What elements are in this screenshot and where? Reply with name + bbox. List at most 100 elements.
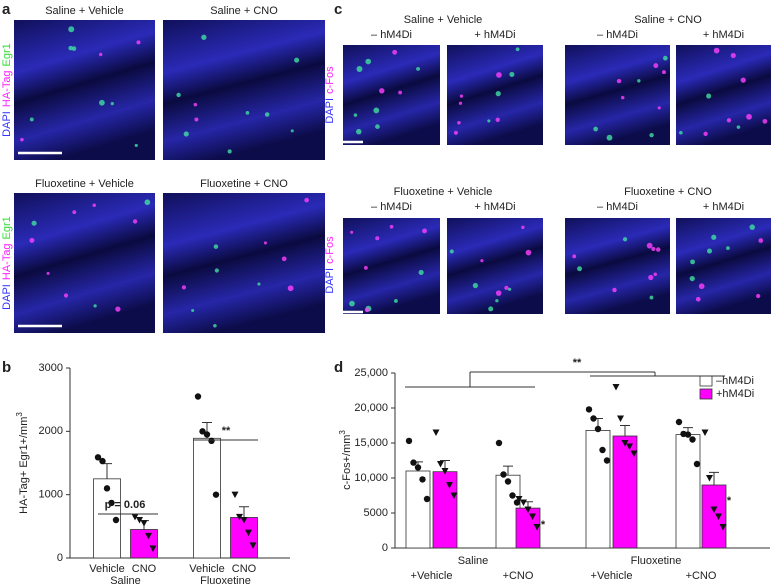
stain-name: c-Fos bbox=[324, 236, 336, 264]
cell bbox=[495, 91, 501, 97]
cell bbox=[99, 52, 103, 57]
image-title: Saline + CNO bbox=[210, 5, 278, 17]
cell bbox=[214, 268, 219, 273]
data-point bbox=[249, 542, 257, 549]
data-point bbox=[617, 415, 624, 422]
cell bbox=[449, 249, 454, 254]
data-point bbox=[231, 491, 239, 499]
cell bbox=[689, 275, 695, 282]
data-point bbox=[529, 513, 536, 520]
cell bbox=[655, 247, 661, 252]
cell bbox=[304, 197, 310, 203]
stain-name: Egr1 bbox=[1, 216, 13, 239]
cell bbox=[389, 224, 394, 229]
micrograph bbox=[343, 218, 440, 314]
data-point bbox=[208, 437, 215, 445]
data-point bbox=[136, 517, 143, 524]
group-label: Fluoxetine bbox=[631, 555, 682, 567]
cell bbox=[20, 137, 24, 142]
data-point bbox=[199, 428, 206, 435]
cell bbox=[458, 101, 463, 105]
cell bbox=[740, 77, 746, 83]
cell bbox=[496, 72, 502, 78]
group-label: Saline bbox=[458, 555, 489, 567]
y-tick-label: 5000 bbox=[364, 507, 388, 519]
micrograph bbox=[676, 218, 771, 314]
cell bbox=[115, 306, 121, 312]
cell bbox=[393, 299, 398, 303]
data-point bbox=[419, 476, 426, 483]
error-bar bbox=[239, 506, 249, 518]
panel-label: a bbox=[2, 1, 11, 18]
cell bbox=[457, 120, 461, 125]
cell bbox=[649, 132, 654, 138]
condition-label: + hM4Di bbox=[703, 29, 744, 41]
cell bbox=[690, 259, 695, 265]
cell bbox=[487, 119, 491, 123]
stain-name: DAPI bbox=[324, 98, 336, 124]
cell bbox=[695, 296, 701, 302]
cell bbox=[183, 131, 189, 137]
y-axis-label: HA-Tag+ Egr1+/mm3 bbox=[15, 412, 30, 514]
bar bbox=[675, 434, 701, 549]
data-point bbox=[145, 532, 152, 540]
cell bbox=[373, 107, 380, 114]
data-point bbox=[450, 492, 458, 499]
cell bbox=[356, 128, 362, 135]
stain-label: DAPI HA-Tag Egr1 bbox=[1, 43, 13, 137]
cell bbox=[755, 293, 761, 299]
data-point bbox=[203, 431, 211, 438]
annotation: ** bbox=[573, 357, 582, 369]
legend-swatch bbox=[699, 375, 713, 387]
stain-label: DAPI c-Fos bbox=[324, 236, 336, 294]
data-point bbox=[693, 460, 701, 468]
cell bbox=[201, 34, 207, 40]
error-bar bbox=[102, 463, 112, 479]
cell bbox=[572, 254, 577, 259]
data-point bbox=[509, 492, 516, 499]
y-tick-label: 20,000 bbox=[354, 402, 388, 414]
data-point bbox=[706, 475, 713, 482]
group-label: Saline + CNO bbox=[634, 14, 702, 26]
cell bbox=[651, 246, 656, 252]
data-point bbox=[108, 499, 115, 507]
data-point bbox=[719, 524, 727, 531]
cell bbox=[364, 307, 370, 313]
cell bbox=[363, 265, 368, 270]
cell bbox=[350, 230, 354, 234]
cell bbox=[495, 290, 502, 296]
y-axis-label-sup: 3 bbox=[15, 412, 24, 417]
data-point bbox=[524, 506, 532, 513]
stain-name: HA-Tag bbox=[1, 70, 13, 107]
cell bbox=[213, 323, 217, 328]
cell bbox=[287, 285, 294, 292]
cell bbox=[349, 300, 355, 307]
cell bbox=[616, 78, 622, 84]
x-tick-label: +CNO bbox=[686, 570, 717, 582]
data-point bbox=[684, 431, 692, 438]
cell bbox=[637, 79, 641, 83]
series-label: Vehicle bbox=[189, 563, 224, 575]
group-label: Saline + Vehicle bbox=[404, 14, 483, 26]
y-axis-label: c-Fos+/mm3 bbox=[338, 430, 353, 490]
cell bbox=[99, 99, 105, 106]
micrograph bbox=[447, 45, 543, 145]
cell bbox=[191, 308, 195, 312]
cell bbox=[356, 66, 363, 72]
cell bbox=[68, 26, 75, 33]
cell bbox=[379, 88, 385, 94]
image-title: Fluoxetine + CNO bbox=[200, 178, 288, 190]
cell bbox=[290, 129, 294, 133]
stain-name: Egr1 bbox=[1, 43, 13, 66]
cell bbox=[758, 238, 764, 243]
cell bbox=[525, 249, 532, 256]
data-point bbox=[149, 545, 157, 552]
legend-label: +hM4Di bbox=[716, 388, 754, 400]
y-tick-label: 3000 bbox=[39, 362, 63, 374]
condition-label: + hM4Di bbox=[474, 201, 515, 213]
micrograph bbox=[163, 20, 325, 160]
data-point bbox=[212, 491, 220, 498]
cell bbox=[418, 269, 424, 275]
data-point bbox=[423, 495, 431, 503]
cell bbox=[730, 52, 736, 59]
